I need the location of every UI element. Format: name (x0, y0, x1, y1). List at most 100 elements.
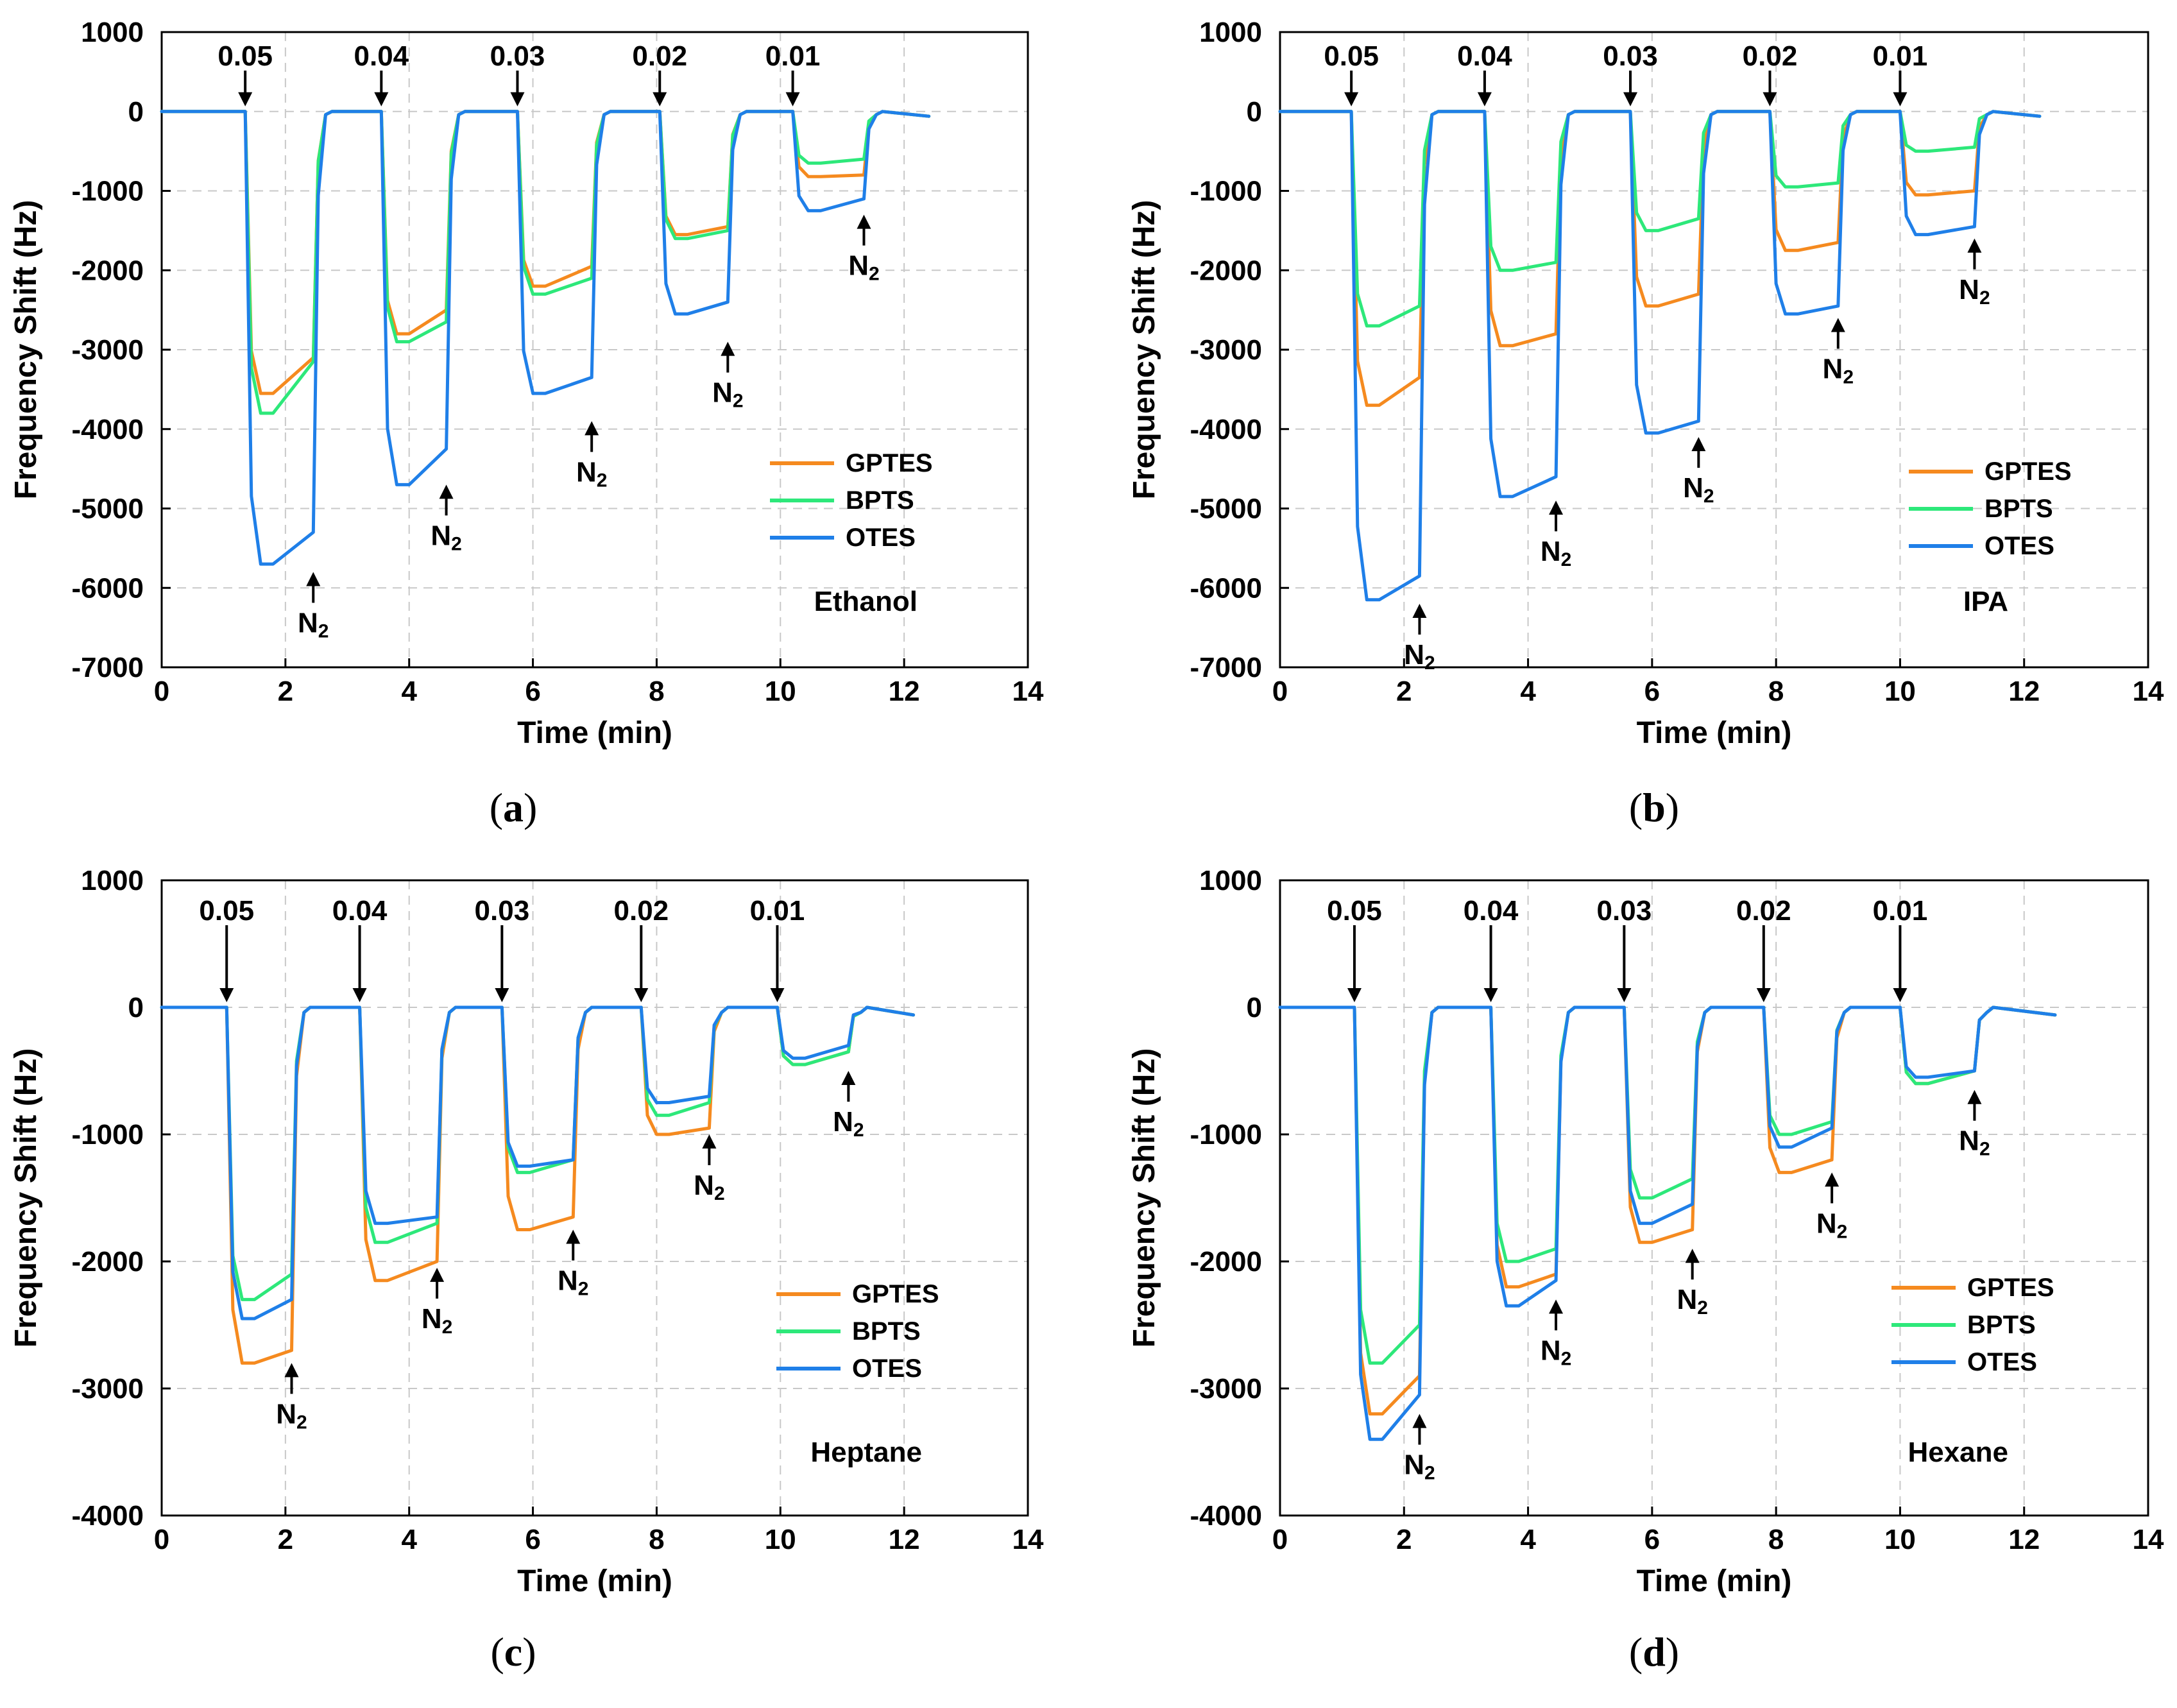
chart-panel-3: 0 2 4 6 8 10 12 14 1000 0 -1000 -2000 -3000 -4000 Time… (9, 865, 1044, 1675)
y-tick-label: -7000 (71, 652, 144, 683)
x-tick-label: 0 (1272, 676, 1288, 707)
y-tick-label: 1000 (1199, 865, 1262, 896)
y-tick-label: 0 (1247, 96, 1262, 128)
concentration-label: 0.02 (632, 40, 687, 72)
purge-label-letter: N (1959, 274, 1979, 305)
purge-label-letter: N (848, 250, 869, 282)
concentration-arrowhead (374, 92, 389, 107)
chart-panel-2: 0 2 4 6 8 10 12 14 1000 0 -1000 -2000 -3000 -4000 -500… (1127, 17, 2164, 830)
panel-tag-letter: c (504, 1629, 522, 1675)
purge-label-letter: N (276, 1398, 296, 1430)
purge-arrowhead (306, 572, 321, 586)
y-tick-label: -1000 (71, 1119, 144, 1150)
y-tick-label: -3000 (1190, 334, 1262, 366)
purge-label-letter: N (1541, 1335, 1561, 1366)
concentration-label: 0.04 (1464, 895, 1519, 927)
purge-label: N2 (1541, 536, 1571, 570)
purge-label-letter: N (712, 377, 733, 409)
series-line-otes (1278, 110, 2042, 602)
purge-label-subscript: 2 (1561, 1348, 1572, 1369)
concentration-arrowhead (352, 988, 367, 1002)
purge-label: N2 (576, 456, 607, 491)
concentration-label: 0.02 (614, 895, 669, 927)
x-tick-label: 10 (1884, 1524, 1916, 1555)
concentration-label: 0.01 (1873, 895, 1928, 927)
series-line-bpts (160, 1005, 916, 1301)
y-tick-label: -3000 (71, 1373, 144, 1405)
x-tick-label: 12 (2008, 676, 2040, 707)
concentration-label: 0.01 (1873, 40, 1928, 72)
purge-label-subscript: 2 (714, 1183, 725, 1204)
purge-arrowhead (566, 1229, 581, 1244)
x-tick-label: 6 (525, 1524, 540, 1555)
purge-arrowhead (1412, 1413, 1427, 1428)
y-tick-label: -1000 (1190, 176, 1262, 207)
panel-tag-letter: b (1643, 785, 1666, 830)
solvent-label: Heptane (810, 1437, 922, 1468)
purge-label: N2 (1404, 1449, 1435, 1484)
purge-label-letter: N (1404, 1449, 1424, 1481)
panel-tag-close: ) (1666, 785, 1679, 830)
concentration-arrowhead (634, 988, 649, 1002)
purge-arrowhead (1549, 500, 1564, 515)
concentration-label: 0.03 (490, 40, 545, 72)
solvent-label: Hexane (1908, 1437, 2008, 1468)
panel-tag: (a) (490, 785, 538, 830)
x-tick-label: 6 (525, 676, 540, 707)
panel-tag-letter: d (1643, 1629, 1666, 1675)
purge-label-subscript: 2 (733, 391, 744, 412)
purge-label-subscript: 2 (1837, 1221, 1848, 1242)
legend-label-otes: OTES (1985, 532, 2054, 560)
x-tick-label: 12 (889, 1524, 920, 1555)
legend-label-gptes: GPTES (1985, 457, 2072, 486)
purge-arrowhead (284, 1363, 299, 1378)
purge-label: N2 (1677, 1284, 1707, 1319)
concentration-arrowhead (1756, 988, 1771, 1002)
legend-label-otes: OTES (846, 524, 916, 552)
legend-label-otes: OTES (1967, 1348, 2037, 1376)
purge-label-letter: N (431, 520, 451, 551)
y-axis-label: Frequency Shift (Hz) (9, 1048, 43, 1348)
purge-label-subscript: 2 (451, 533, 462, 554)
purge-label: N2 (694, 1170, 724, 1204)
concentration-arrowhead (1617, 988, 1632, 1002)
panel-tag-open: ( (490, 1629, 504, 1675)
solvent-label: IPA (1963, 586, 2008, 617)
concentration-label: 0.05 (1324, 40, 1379, 72)
purge-arrowhead (585, 421, 599, 436)
x-tick-label: 6 (1644, 676, 1660, 707)
panel-tag-close: ) (524, 785, 537, 830)
concentration-label: 0.01 (765, 40, 821, 72)
y-tick-label: -4000 (1190, 1500, 1262, 1532)
x-tick-label: 0 (154, 1524, 169, 1555)
x-axis-label: Time (min) (1637, 1564, 1792, 1598)
y-axis-label: Frequency Shift (Hz) (9, 200, 43, 500)
purge-label-subscript: 2 (296, 1412, 307, 1433)
purge-arrowhead (1549, 1299, 1564, 1314)
x-tick-label: 2 (1396, 1524, 1412, 1555)
purge-label-subscript: 2 (1424, 653, 1435, 674)
x-tick-label: 2 (1396, 676, 1412, 707)
plot-frame (160, 879, 1029, 1517)
series-line-otes (1278, 1005, 2057, 1441)
x-tick-label: 12 (2008, 1524, 2040, 1555)
x-tick-label: 14 (2133, 676, 2164, 707)
x-tick-label: 0 (154, 676, 169, 707)
legend-label-bpts: BPTS (846, 486, 914, 515)
purge-label-subscript: 2 (442, 1317, 453, 1338)
purge-label-subscript: 2 (853, 1120, 864, 1141)
purge-arrowhead (430, 1267, 445, 1282)
purge-label-letter: N (422, 1303, 442, 1335)
y-tick-label: -2000 (71, 1246, 144, 1277)
panel-tag: (b) (1629, 785, 1679, 830)
y-tick-label: 0 (1247, 992, 1262, 1023)
purge-arrowhead (1967, 1089, 1982, 1104)
legend-label-bpts: BPTS (1985, 495, 2053, 523)
y-tick-label: -6000 (1190, 572, 1262, 604)
concentration-label: 0.01 (750, 895, 805, 927)
concentration-arrowhead (1893, 92, 1908, 107)
concentration-label: 0.05 (1327, 895, 1382, 927)
purge-label: N2 (1683, 472, 1714, 507)
purge-label: N2 (298, 608, 329, 642)
